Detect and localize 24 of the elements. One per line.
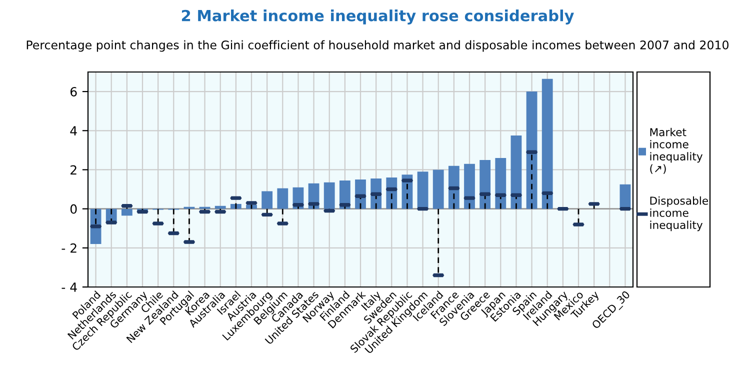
y-tick-label: 0 <box>70 204 77 214</box>
bar <box>542 78 553 209</box>
bar <box>417 172 428 209</box>
y-tick-label: 6 <box>70 87 77 96</box>
bar <box>214 206 226 209</box>
y-tick-label: 4 <box>70 126 77 136</box>
bar <box>262 191 273 209</box>
bar <box>432 170 444 209</box>
bar <box>495 158 506 209</box>
bar <box>246 204 257 209</box>
chart-subtitle: Percentage point changes in the Gini coefficient of household market and disposable incomes between 2007 and 2010 <box>26 40 728 52</box>
chart-title: 2 Market income inequality rose considerably <box>182 10 574 24</box>
y-tick-label: - 4 <box>62 282 77 292</box>
bar <box>277 188 288 209</box>
bar <box>121 208 132 216</box>
legend-label: Disposable income inequality <box>650 196 708 232</box>
bar <box>480 160 491 209</box>
y-tick-label: 2 <box>70 165 76 174</box>
legend-label: Market income inequality (↗) <box>650 128 703 174</box>
bar <box>464 164 475 209</box>
bar <box>324 182 335 209</box>
y-tick-label: - 2 <box>62 243 76 253</box>
bar <box>526 92 538 209</box>
bar <box>510 136 522 209</box>
